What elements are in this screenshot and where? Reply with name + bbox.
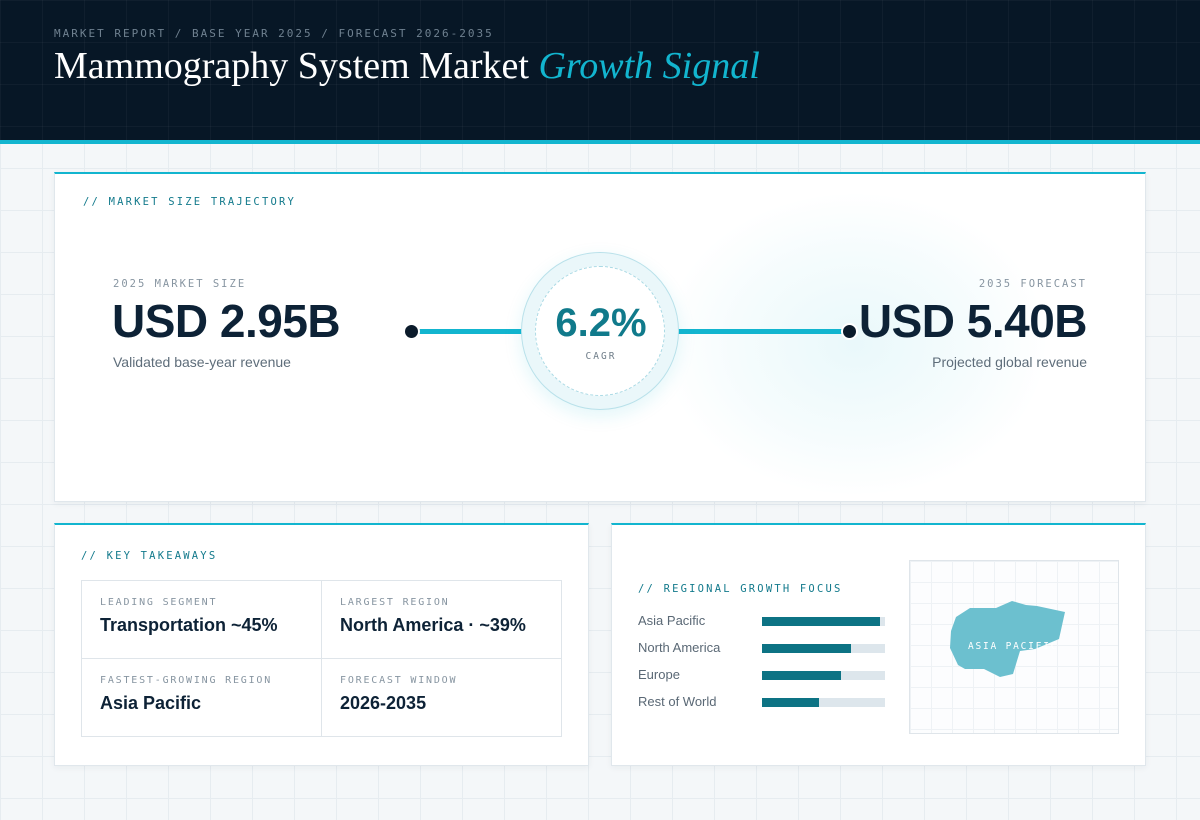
region-bar-track	[762, 698, 885, 707]
region-bar-fill	[762, 698, 819, 707]
takeaway-cell-forecast-window: FORECAST WINDOW 2026-2035	[322, 659, 562, 737]
forecast-glow	[665, 194, 1045, 494]
region-bar-north-america: North America	[638, 640, 898, 655]
region-bar-asia-pacific: Asia Pacific	[638, 613, 898, 628]
end-size-value: USD 5.40B	[858, 295, 1088, 347]
start-size-label: 2025 MARKET SIZE	[113, 278, 247, 290]
takeaway-value: Asia Pacific	[100, 693, 202, 713]
cagr-badge-inner: 6.2% CAGR	[535, 266, 665, 396]
takeaway-cell-largest-region: LARGEST REGION North America · ~39%	[322, 581, 562, 659]
takeaway-cell-fastest-region: FASTEST-GROWING REGION Asia Pacific	[82, 659, 322, 737]
region-bar-track	[762, 644, 885, 653]
key-takeaways-card: // KEY TAKEAWAYS LEADING SEGMENT Transpo…	[54, 523, 589, 766]
start-size-value: USD 2.95B	[112, 295, 341, 347]
region-map: ASIA PACIFIC	[909, 560, 1119, 734]
region-bar-fill	[762, 617, 881, 626]
end-size-caption: Projected global revenue	[932, 354, 1087, 370]
regional-growth-card: // REGIONAL GROWTH FOCUS Asia Pacific No…	[611, 523, 1146, 766]
page-title: Mammography System Market Growth Signal	[54, 44, 760, 88]
region-bar-fill	[762, 644, 851, 653]
takeaway-value: Transportation ~45%	[100, 615, 278, 635]
trajectory-line-left	[417, 329, 527, 334]
cagr-label: CAGR	[585, 351, 617, 362]
region-bar-name: Asia Pacific	[638, 613, 706, 628]
cagr-badge: 6.2% CAGR	[521, 252, 679, 410]
takeaways-section-label: // KEY TAKEAWAYS	[81, 550, 218, 562]
trajectory-section-label: // MARKET SIZE TRAJECTORY	[83, 196, 297, 208]
region-bar-fill	[762, 671, 841, 680]
takeaway-label: FASTEST-GROWING REGION	[100, 675, 273, 686]
takeaway-value: North America · ~39%	[340, 615, 526, 635]
region-bar-europe: Europe	[638, 667, 898, 682]
takeaway-label: FORECAST WINDOW	[340, 675, 458, 686]
report-header: MARKET REPORT / BASE YEAR 2025 / FORECAS…	[0, 0, 1200, 144]
title-main: Mammography System Market	[54, 45, 529, 87]
region-bar-name: Europe	[638, 667, 680, 682]
asia-pacific-map-shape	[950, 601, 1065, 677]
cagr-value: 6.2%	[555, 301, 647, 345]
report-eyebrow: MARKET REPORT / BASE YEAR 2025 / FORECAS…	[54, 27, 494, 40]
trajectory-line-right	[673, 329, 845, 334]
takeaway-cell-leading-segment: LEADING SEGMENT Transportation ~45%	[82, 581, 322, 659]
takeaway-label: LARGEST REGION	[340, 597, 450, 608]
start-size-caption: Validated base-year revenue	[113, 354, 291, 370]
market-trajectory-card: // MARKET SIZE TRAJECTORY 2025 MARKET SI…	[54, 172, 1146, 502]
title-accent: Growth Signal	[538, 45, 760, 87]
takeaway-value: 2026-2035	[340, 693, 427, 713]
region-bar-rest-of-world: Rest of World	[638, 694, 898, 709]
regional-section-label: // REGIONAL GROWTH FOCUS	[638, 583, 843, 595]
region-bar-track	[762, 617, 885, 626]
region-bar-name: Rest of World	[638, 694, 717, 709]
takeaways-grid: LEADING SEGMENT Transportation ~45% LARG…	[81, 580, 562, 737]
map-region-label: ASIA PACIFIC	[968, 641, 1059, 652]
takeaway-label: LEADING SEGMENT	[100, 597, 218, 608]
start-point-dot	[403, 323, 420, 340]
region-bar-name: North America	[638, 640, 721, 655]
end-point-dot	[841, 323, 858, 340]
region-bar-track	[762, 671, 885, 680]
end-size-label: 2035 FORECAST	[978, 278, 1087, 290]
